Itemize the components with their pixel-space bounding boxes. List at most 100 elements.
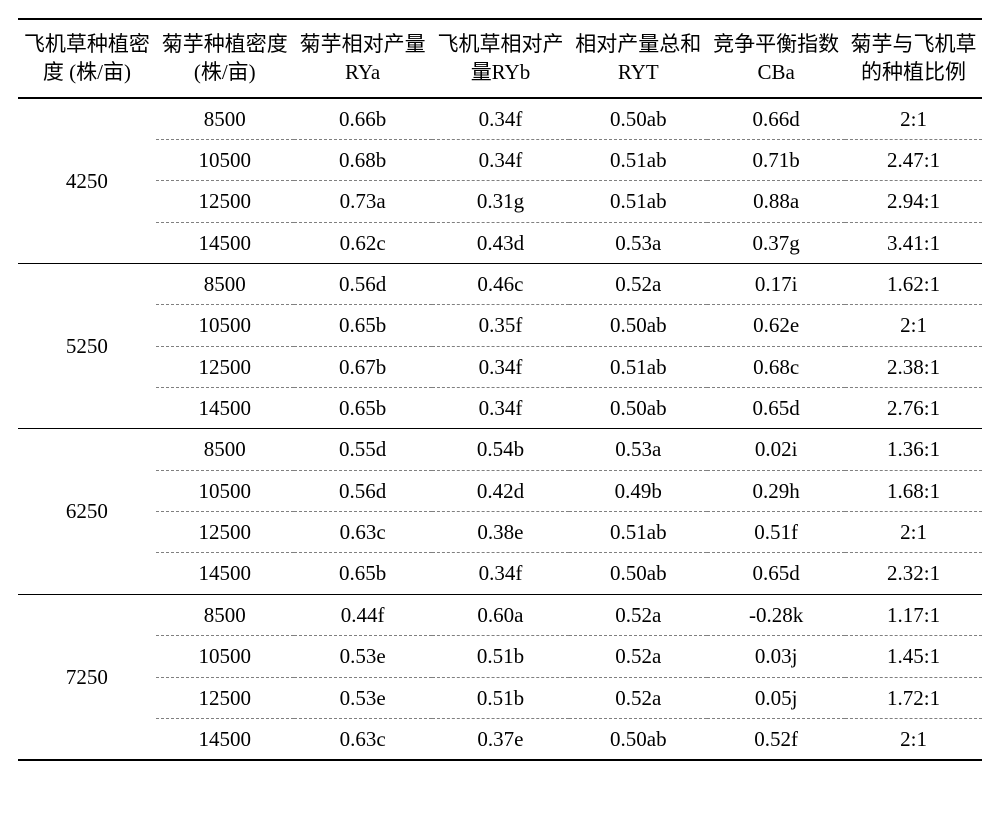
table-cell: 0.51ab	[569, 512, 707, 553]
table-cell: 0.51ab	[569, 181, 707, 222]
table-cell: 10500	[156, 140, 294, 181]
col-header: 菊芋相对产量 RYa	[294, 19, 432, 98]
table-cell: 14500	[156, 718, 294, 760]
table-cell: 0.53a	[569, 222, 707, 263]
data-table: 飞机草种植密度 (株/亩) 菊芋种植密度 (株/亩) 菊芋相对产量 RYa 飞机…	[18, 18, 982, 761]
table-cell: 0.52a	[569, 636, 707, 677]
table-cell: 0.50ab	[569, 98, 707, 140]
table-cell: 2.94:1	[845, 181, 982, 222]
table-cell: 2:1	[845, 512, 982, 553]
table-cell: 1.62:1	[845, 264, 982, 305]
table-cell: 0.53a	[569, 429, 707, 470]
table-cell: 2.32:1	[845, 553, 982, 594]
table-cell: 0.52a	[569, 677, 707, 718]
table-cell: 0.66b	[294, 98, 432, 140]
table-cell: 0.65b	[294, 553, 432, 594]
table-cell: 0.52a	[569, 264, 707, 305]
table-cell: 0.62e	[707, 305, 845, 346]
table-cell: 0.53e	[294, 677, 432, 718]
table-cell: 3.41:1	[845, 222, 982, 263]
table-cell: 0.50ab	[569, 718, 707, 760]
table-cell: 0.34f	[432, 388, 570, 429]
group-label: 7250	[18, 594, 156, 760]
header-row: 飞机草种植密度 (株/亩) 菊芋种植密度 (株/亩) 菊芋相对产量 RYa 飞机…	[18, 19, 982, 98]
table-cell: -0.28k	[707, 594, 845, 635]
table-cell: 1.68:1	[845, 470, 982, 511]
table-cell: 10500	[156, 305, 294, 346]
table-row: 145000.62c0.43d0.53a0.37g3.41:1	[18, 222, 982, 263]
table-cell: 0.51ab	[569, 140, 707, 181]
group-label: 4250	[18, 98, 156, 264]
table-cell: 0.73a	[294, 181, 432, 222]
table-cell: 0.50ab	[569, 305, 707, 346]
table-cell: 0.88a	[707, 181, 845, 222]
table-cell: 0.38e	[432, 512, 570, 553]
table-cell: 2.38:1	[845, 346, 982, 387]
table-cell: 0.34f	[432, 346, 570, 387]
table-cell: 1.36:1	[845, 429, 982, 470]
group-label: 5250	[18, 264, 156, 429]
table-cell: 0.65b	[294, 305, 432, 346]
table-cell: 14500	[156, 553, 294, 594]
table-cell: 1.17:1	[845, 594, 982, 635]
table-cell: 0.37g	[707, 222, 845, 263]
table-cell: 0.31g	[432, 181, 570, 222]
table-cell: 12500	[156, 346, 294, 387]
table-row: 105000.56d0.42d0.49b0.29h1.68:1	[18, 470, 982, 511]
table-cell: 2.76:1	[845, 388, 982, 429]
table-cell: 0.60a	[432, 594, 570, 635]
table-cell: 2:1	[845, 718, 982, 760]
table-cell: 0.55d	[294, 429, 432, 470]
table-cell: 0.43d	[432, 222, 570, 263]
table-cell: 0.71b	[707, 140, 845, 181]
table-cell: 8500	[156, 98, 294, 140]
table-cell: 8500	[156, 429, 294, 470]
group-label: 6250	[18, 429, 156, 594]
table-cell: 0.62c	[294, 222, 432, 263]
table-row: 125000.67b0.34f0.51ab0.68c2.38:1	[18, 346, 982, 387]
col-header: 飞机草相对产量RYb	[432, 19, 570, 98]
table-cell: 10500	[156, 470, 294, 511]
table-cell: 0.03j	[707, 636, 845, 677]
table-row: 625085000.55d0.54b0.53a0.02i1.36:1	[18, 429, 982, 470]
table-cell: 8500	[156, 264, 294, 305]
table-row: 145000.65b0.34f0.50ab0.65d2.32:1	[18, 553, 982, 594]
table-cell: 12500	[156, 512, 294, 553]
table-row: 525085000.56d0.46c0.52a0.17i1.62:1	[18, 264, 982, 305]
table-cell: 0.68c	[707, 346, 845, 387]
table-cell: 0.50ab	[569, 388, 707, 429]
table-cell: 0.67b	[294, 346, 432, 387]
col-header: 相对产量总和 RYT	[569, 19, 707, 98]
table-cell: 0.65b	[294, 388, 432, 429]
table-cell: 1.72:1	[845, 677, 982, 718]
table-cell: 0.34f	[432, 553, 570, 594]
table-cell: 8500	[156, 594, 294, 635]
table-cell: 0.50ab	[569, 553, 707, 594]
table-cell: 2:1	[845, 305, 982, 346]
table-cell: 14500	[156, 222, 294, 263]
table-row: 125000.53e0.51b0.52a0.05j1.72:1	[18, 677, 982, 718]
table-cell: 2.47:1	[845, 140, 982, 181]
table-cell: 0.34f	[432, 98, 570, 140]
table-row: 725085000.44f0.60a0.52a-0.28k1.17:1	[18, 594, 982, 635]
table-cell: 10500	[156, 636, 294, 677]
col-header: 飞机草种植密度 (株/亩)	[18, 19, 156, 98]
table-row: 125000.73a0.31g0.51ab0.88a2.94:1	[18, 181, 982, 222]
table-cell: 0.34f	[432, 140, 570, 181]
table-cell: 12500	[156, 181, 294, 222]
table-cell: 0.54b	[432, 429, 570, 470]
table-cell: 0.68b	[294, 140, 432, 181]
table-cell: 0.63c	[294, 512, 432, 553]
table-cell: 0.05j	[707, 677, 845, 718]
table-cell: 0.56d	[294, 264, 432, 305]
table-cell: 0.02i	[707, 429, 845, 470]
table-cell: 0.53e	[294, 636, 432, 677]
col-header: 竞争平衡指数 CBa	[707, 19, 845, 98]
table-cell: 0.29h	[707, 470, 845, 511]
table-row: 425085000.66b0.34f0.50ab0.66d2:1	[18, 98, 982, 140]
table-cell: 0.52a	[569, 594, 707, 635]
table-row: 145000.63c0.37e0.50ab0.52f2:1	[18, 718, 982, 760]
table-cell: 0.66d	[707, 98, 845, 140]
table-cell: 0.56d	[294, 470, 432, 511]
col-header: 菊芋与飞机草的种植比例	[845, 19, 982, 98]
